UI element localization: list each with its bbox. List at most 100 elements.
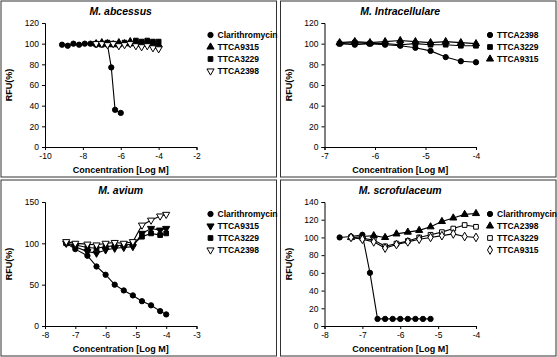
series-marker xyxy=(405,237,410,246)
legend-label: TTCA2398 xyxy=(218,245,260,255)
legend-symbol xyxy=(486,222,493,228)
y-tick-mark xyxy=(322,23,325,24)
series-line xyxy=(351,234,476,248)
legend-label: TTCA3229 xyxy=(218,233,260,243)
x-tick: -8 xyxy=(80,147,88,161)
series-marker xyxy=(427,223,434,229)
y-tick: 100 xyxy=(304,39,324,49)
y-tick: 40 xyxy=(30,101,45,111)
x-tick-mark xyxy=(136,326,137,329)
y-tick: 100 xyxy=(25,239,45,249)
series-marker xyxy=(76,42,81,47)
series-marker xyxy=(367,270,372,275)
series-marker xyxy=(473,60,478,65)
x-tick-mark xyxy=(83,147,84,150)
x-tick-label: -6 xyxy=(372,151,380,161)
x-tick-label: -4 xyxy=(163,330,171,340)
figure: -10-8-6-4-2020406080100120M. abcessusCon… xyxy=(0,0,557,357)
x-tick-mark xyxy=(375,147,376,150)
series-marker xyxy=(450,214,457,220)
series-marker xyxy=(138,223,145,229)
chart-title: M. avium xyxy=(98,184,143,196)
series-marker xyxy=(115,44,122,50)
x-axis: -8-7-6-5-4 xyxy=(321,326,480,340)
x-tick: -5 xyxy=(422,147,430,161)
y-axis-title: RFU(%) xyxy=(4,248,14,281)
series-marker xyxy=(63,240,70,246)
y-axis-title: RFU(%) xyxy=(284,69,294,102)
y-tick-label: 80 xyxy=(309,250,319,260)
y-tick-label: 80 xyxy=(30,60,40,70)
series-marker xyxy=(404,228,411,234)
legend-symbol xyxy=(486,55,493,61)
panel: -7-6-5-4020406080100120M. Intracellulare… xyxy=(281,1,557,177)
y-tick: 0 xyxy=(314,142,325,152)
legend-entry: TTCA9315 xyxy=(207,221,259,231)
x-tick: -4 xyxy=(473,326,481,340)
x-tick-mark xyxy=(166,326,167,329)
legend-entry: TTCA3229 xyxy=(208,233,259,243)
legend-label: TTCA2398 xyxy=(497,221,539,231)
panel: -8-7-6-5-4-3050100150M. aviumConcentrati… xyxy=(1,180,278,356)
y-tick: 20 xyxy=(309,304,324,314)
chart-title: M. abcessus xyxy=(90,5,153,17)
y-tick: 20 xyxy=(30,122,45,132)
legend-entry: TTCA9315 xyxy=(207,42,259,52)
x-tick-mark xyxy=(197,326,198,329)
series-line xyxy=(66,243,166,314)
x-tick-label: -7 xyxy=(359,330,367,340)
x-tick-label: -5 xyxy=(422,151,430,161)
plot: -7-6-5-4020406080100120 xyxy=(304,18,480,161)
y-tick-label: 120 xyxy=(25,18,39,28)
series-marker xyxy=(156,39,161,44)
y-tick-label: 40 xyxy=(309,101,319,111)
legend-symbol xyxy=(207,69,214,75)
y-tick: 60 xyxy=(309,268,324,278)
series-marker xyxy=(158,233,163,238)
series-line xyxy=(340,44,476,63)
x-tick: -5 xyxy=(435,326,443,340)
x-tick-label: -3 xyxy=(193,330,201,340)
series-marker xyxy=(118,110,123,115)
x-tick-mark xyxy=(121,147,122,150)
y-tick-mark xyxy=(322,85,325,86)
x-tick-label: -6 xyxy=(102,330,110,340)
y-tick-label: 80 xyxy=(309,60,319,70)
x-tick-mark xyxy=(476,326,477,329)
x-tick: -7 xyxy=(359,326,367,340)
series-marker xyxy=(155,47,162,53)
series-marker xyxy=(443,54,448,59)
series-marker xyxy=(145,38,150,43)
legend-symbol xyxy=(208,32,213,37)
legend-label: TTCA3229 xyxy=(497,233,539,243)
series-marker xyxy=(65,43,70,48)
panel-frame xyxy=(1,1,277,177)
y-tick-mark xyxy=(42,126,45,127)
x-tick-label: -5 xyxy=(435,330,443,340)
y-tick: 40 xyxy=(309,286,324,296)
y-tick-label: 40 xyxy=(30,101,40,111)
x-tick: -3 xyxy=(193,326,201,340)
series-marker xyxy=(416,226,423,232)
legend: Clarithromycin TTCA9315 TTCA3229 TTCA2398 xyxy=(207,209,278,255)
series-marker xyxy=(413,316,418,321)
y-tick-mark xyxy=(322,291,325,292)
y-tick-mark xyxy=(42,23,45,24)
x-tick: -5 xyxy=(133,326,141,340)
legend-symbol xyxy=(207,224,214,230)
x-tick: -4 xyxy=(473,147,481,161)
series-marker xyxy=(164,231,169,236)
panel-frame xyxy=(1,180,277,356)
series-marker xyxy=(371,237,376,246)
x-tick: -6 xyxy=(102,326,110,340)
legend-symbol xyxy=(487,246,492,255)
x-axis-title: Concentration [Log M] xyxy=(73,344,169,354)
series-marker xyxy=(442,37,449,43)
x-tick: -2 xyxy=(193,147,201,161)
x-axis-title: Concentration [Log M] xyxy=(73,165,169,175)
legend-entry: Clarithromycin xyxy=(208,209,278,219)
series-marker xyxy=(149,231,154,236)
series-marker xyxy=(129,240,136,246)
y-tick-label: 100 xyxy=(25,239,39,249)
y-tick-mark xyxy=(42,106,45,107)
